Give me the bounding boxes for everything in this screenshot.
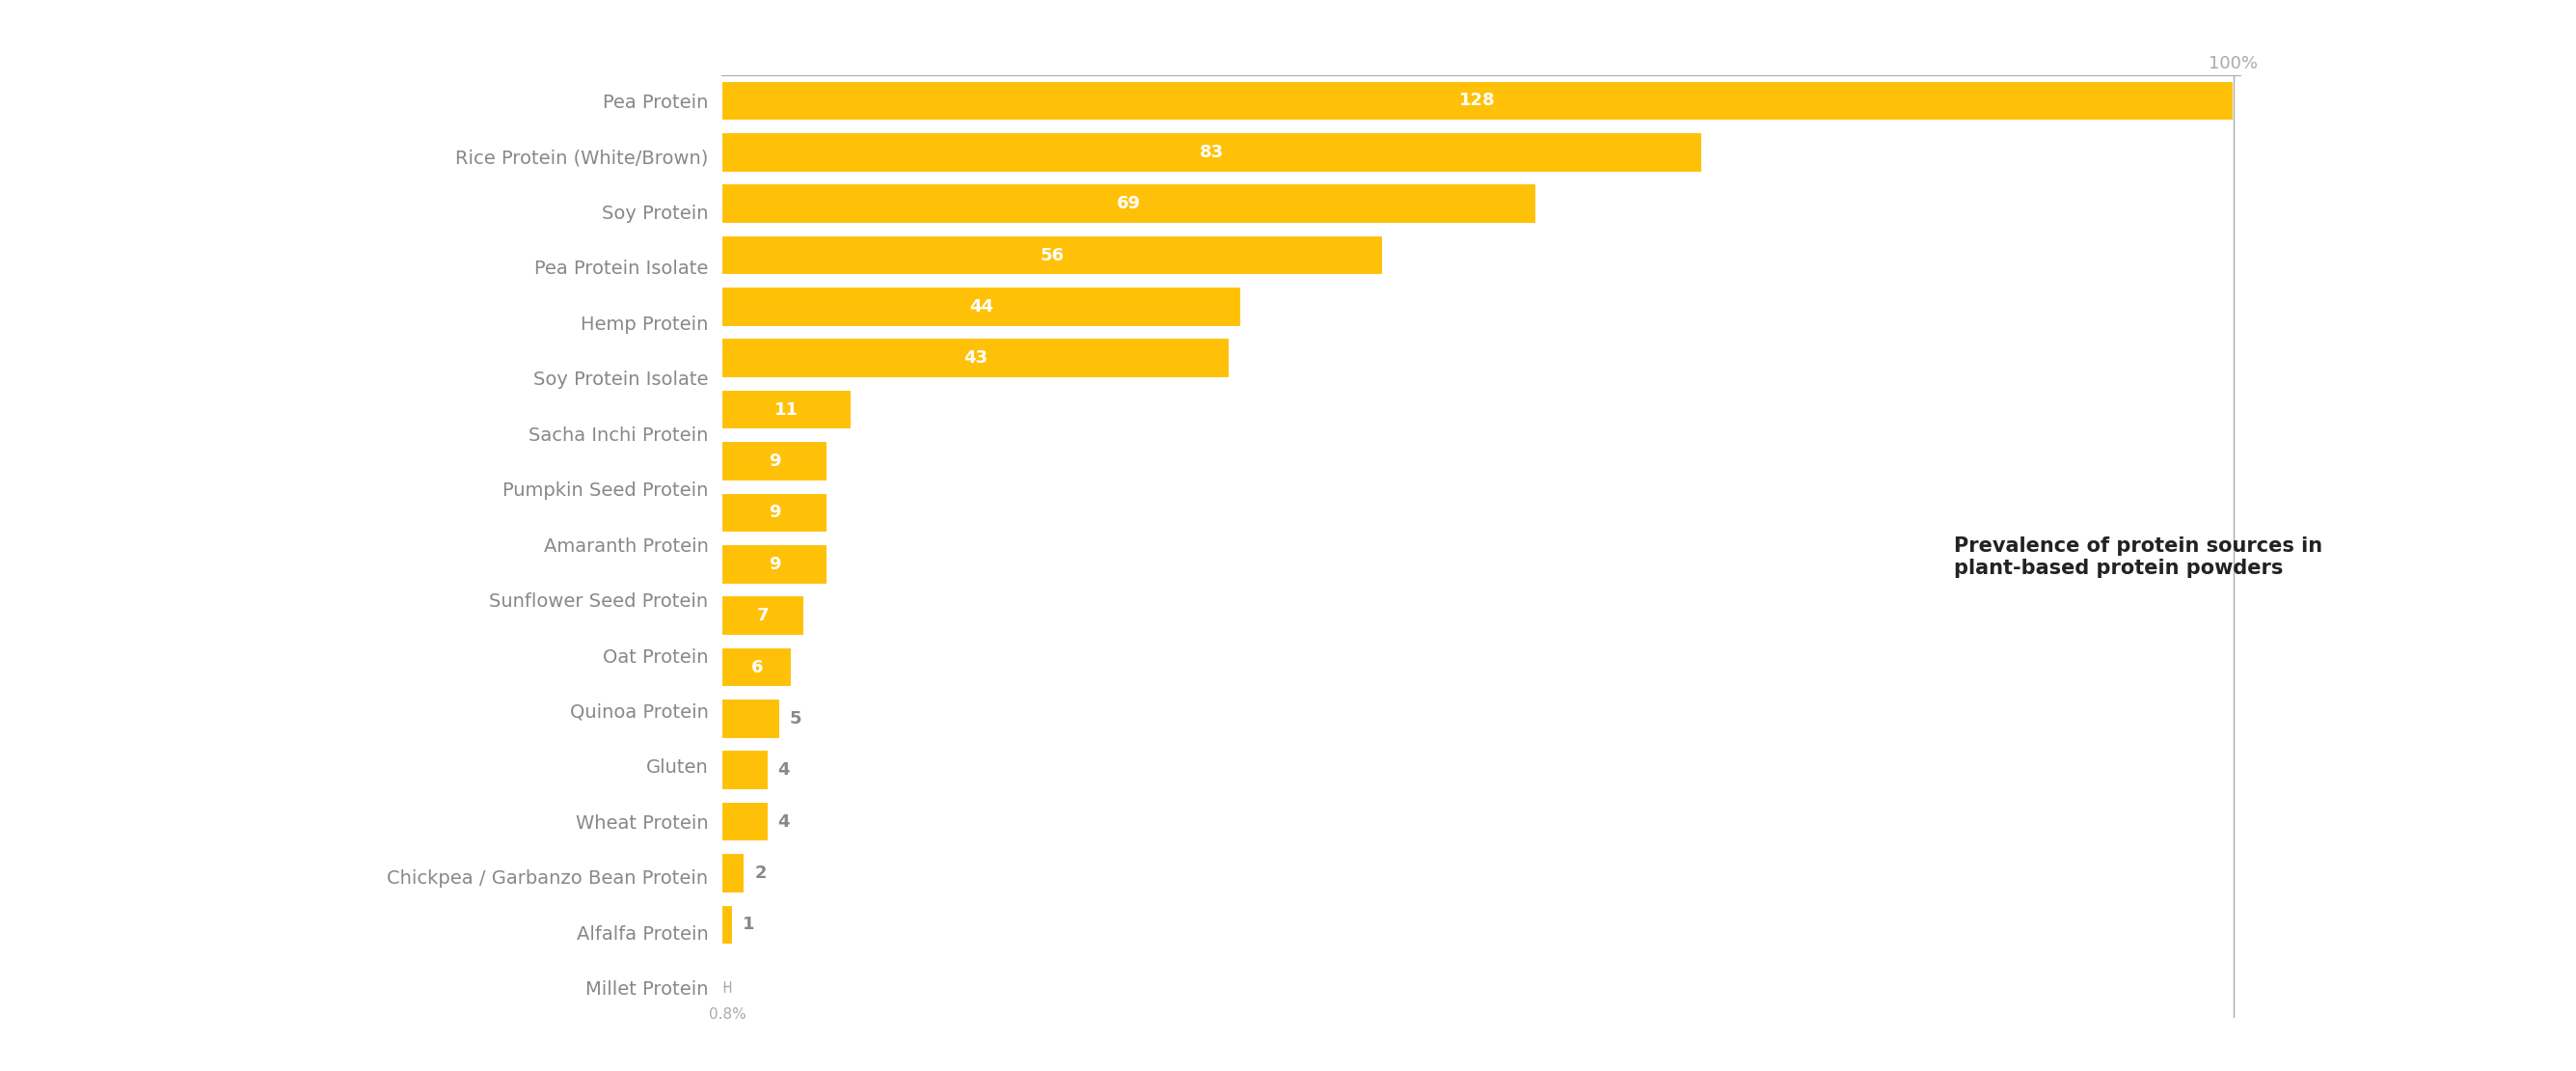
Text: 9: 9	[768, 504, 781, 522]
Bar	[721, 647, 793, 688]
Text: 56: 56	[1041, 246, 1064, 263]
Bar	[721, 390, 850, 429]
Bar	[721, 802, 768, 842]
Bar	[721, 132, 1703, 172]
Bar	[721, 905, 734, 945]
Bar	[721, 441, 827, 481]
Bar	[721, 854, 744, 893]
Text: Pea Protein: Pea Protein	[603, 93, 708, 111]
Text: Sacha Inchi Protein: Sacha Inchi Protein	[528, 426, 708, 444]
Text: 11: 11	[775, 401, 799, 419]
Text: 83: 83	[1200, 144, 1224, 161]
Text: 0.8%: 0.8%	[708, 1007, 747, 1022]
Bar	[721, 698, 781, 739]
Text: Hemp Protein: Hemp Protein	[580, 315, 708, 333]
Text: 43: 43	[963, 349, 987, 367]
Text: Rice Protein (White/Brown): Rice Protein (White/Brown)	[456, 149, 708, 167]
Text: 69: 69	[1118, 195, 1141, 212]
Text: 4: 4	[778, 761, 791, 779]
Bar	[721, 544, 827, 585]
Bar	[721, 750, 768, 790]
Text: 128: 128	[1458, 92, 1497, 109]
Text: 7: 7	[757, 607, 768, 624]
Text: 100%: 100%	[2210, 55, 2259, 73]
Text: Oat Protein: Oat Protein	[603, 648, 708, 666]
Text: Wheat Protein: Wheat Protein	[574, 814, 708, 832]
Text: Pumpkin Seed Protein: Pumpkin Seed Protein	[502, 482, 708, 500]
Text: Soy Protein: Soy Protein	[603, 205, 708, 223]
Bar	[721, 236, 1383, 275]
Bar	[721, 595, 804, 636]
Text: Soy Protein Isolate: Soy Protein Isolate	[533, 371, 708, 389]
Text: 5: 5	[791, 710, 801, 727]
Bar	[721, 287, 1242, 327]
Text: Prevalence of protein sources in
plant-based protein powders: Prevalence of protein sources in plant-b…	[1953, 537, 2324, 578]
Text: Sunflower Seed Protein: Sunflower Seed Protein	[489, 592, 708, 610]
Text: 2: 2	[755, 864, 768, 881]
Text: Chickpea / Garbanzo Bean Protein: Chickpea / Garbanzo Bean Protein	[386, 870, 708, 888]
Text: 1: 1	[742, 916, 755, 934]
Text: Alfalfa Protein: Alfalfa Protein	[577, 925, 708, 944]
Text: Gluten: Gluten	[647, 759, 708, 778]
Text: 9: 9	[768, 453, 781, 470]
Text: Millet Protein: Millet Protein	[585, 981, 708, 999]
Text: Pea Protein Isolate: Pea Protein Isolate	[533, 260, 708, 278]
Bar	[721, 493, 827, 532]
Text: 4: 4	[778, 813, 791, 830]
Bar	[721, 183, 1535, 224]
Text: Quinoa Protein: Quinoa Protein	[569, 704, 708, 722]
Text: 44: 44	[969, 298, 994, 316]
Text: Amaranth Protein: Amaranth Protein	[544, 537, 708, 556]
Text: 6: 6	[750, 659, 762, 676]
Bar	[721, 338, 1229, 378]
Bar	[721, 80, 2233, 121]
Text: 9: 9	[768, 556, 781, 573]
